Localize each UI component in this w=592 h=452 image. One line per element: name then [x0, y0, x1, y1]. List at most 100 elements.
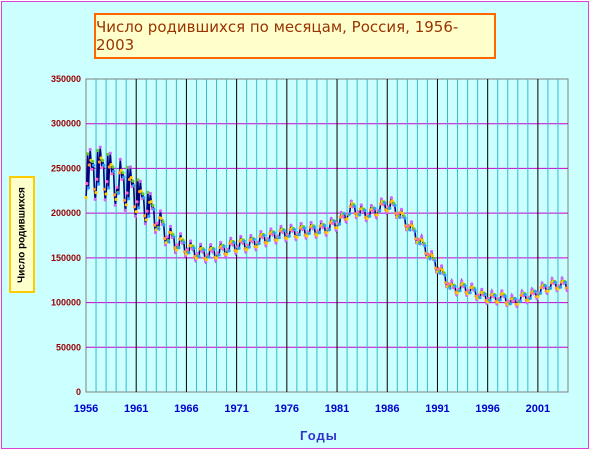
data-point — [146, 190, 150, 194]
y-tick-label: 200000 — [51, 208, 81, 218]
data-point — [105, 180, 109, 184]
data-point — [117, 171, 122, 175]
data-point — [548, 286, 553, 290]
data-point — [222, 244, 226, 249]
y-tick-label: 300000 — [51, 119, 81, 129]
data-point — [120, 177, 124, 182]
data-point — [546, 289, 550, 293]
data-point — [143, 222, 147, 226]
data-point — [433, 259, 437, 263]
data-point — [480, 287, 484, 291]
data-point — [399, 207, 404, 211]
data-point — [378, 209, 382, 213]
data-point — [100, 166, 104, 170]
data-point — [430, 254, 434, 258]
data-point — [343, 212, 347, 216]
data-point — [508, 302, 512, 306]
data-point — [375, 213, 379, 217]
x-tick-label: 1966 — [174, 403, 198, 415]
data-point — [93, 197, 97, 201]
data-point — [132, 184, 136, 188]
data-point — [165, 235, 169, 239]
data-point — [214, 256, 219, 260]
data-point — [498, 298, 502, 302]
data-point — [388, 206, 392, 210]
data-point — [113, 203, 117, 207]
data-point — [102, 163, 106, 167]
data-point — [543, 284, 548, 288]
data-point — [86, 186, 91, 190]
data-point — [84, 195, 88, 200]
data-point — [159, 216, 163, 220]
data-point — [374, 215, 378, 219]
x-tick-label: 1981 — [325, 403, 349, 415]
data-point — [124, 203, 128, 207]
x-tick-label: 1956 — [74, 403, 98, 415]
data-point — [513, 297, 517, 301]
data-point — [232, 241, 236, 245]
data-point — [122, 198, 127, 202]
data-point — [335, 226, 339, 230]
data-point — [102, 187, 106, 191]
data-point — [272, 231, 276, 235]
data-point — [168, 224, 173, 228]
data-point — [455, 291, 460, 295]
chart-title: Число родившихся по месяцам, Россия, 195… — [96, 18, 459, 54]
data-point — [368, 214, 372, 218]
data-point — [257, 241, 261, 245]
x-tick-label: 1976 — [275, 403, 299, 415]
data-point — [143, 214, 147, 218]
data-point — [453, 284, 457, 288]
data-point — [91, 163, 96, 167]
data-point — [96, 148, 100, 153]
data-point — [167, 240, 171, 244]
data-point — [194, 256, 199, 260]
data-point — [127, 197, 131, 201]
data-point — [189, 239, 193, 243]
y-tick-label: 350000 — [51, 74, 81, 84]
data-point — [209, 243, 213, 247]
data-point — [182, 240, 186, 245]
data-point — [187, 251, 191, 255]
data-point — [339, 210, 343, 214]
x-tick-label: 1971 — [224, 403, 248, 415]
data-point — [154, 228, 158, 232]
data-point — [446, 282, 450, 286]
data-point — [444, 281, 448, 285]
data-point — [227, 249, 231, 253]
data-point — [500, 289, 504, 293]
data-point — [197, 254, 201, 258]
data-point — [299, 221, 303, 226]
data-point — [269, 227, 273, 231]
data-point — [252, 237, 256, 242]
data-point — [322, 224, 327, 228]
y-tick-label: 0 — [76, 387, 81, 397]
data-point — [239, 234, 243, 238]
data-point — [262, 233, 266, 238]
data-point — [85, 181, 89, 186]
data-point — [95, 177, 99, 181]
data-point — [416, 238, 420, 242]
data-point — [295, 235, 299, 239]
data-point — [383, 201, 387, 205]
data-point — [385, 209, 389, 213]
data-point — [142, 196, 146, 200]
x-tick-label: 1991 — [425, 403, 449, 415]
data-point — [430, 249, 434, 254]
data-point — [94, 191, 98, 195]
data-point — [99, 156, 103, 160]
data-point — [152, 207, 156, 211]
data-point — [157, 227, 161, 231]
data-point — [126, 165, 130, 169]
data-point — [409, 220, 414, 224]
data-point — [202, 248, 206, 252]
data-point — [305, 234, 309, 238]
data-point — [536, 295, 540, 299]
data-point — [117, 191, 121, 195]
data-point — [297, 233, 301, 237]
data-point — [358, 213, 362, 217]
data-point — [423, 244, 427, 248]
data-point — [493, 293, 497, 298]
data-point — [110, 172, 114, 176]
data-point — [490, 289, 494, 293]
